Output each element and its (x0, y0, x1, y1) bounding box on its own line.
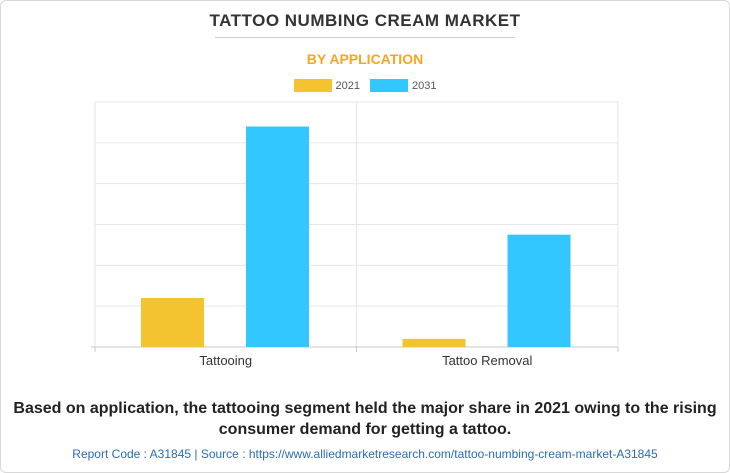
chart-title: TATTOO NUMBING CREAM MARKET (209, 11, 521, 30)
legend-label-2031: 2031 (412, 79, 437, 92)
x-tick-label: Tattoo Removal (442, 353, 532, 368)
legend-item-2031: 2031 (370, 79, 436, 92)
bar-2031-tattoo-removal (507, 234, 571, 347)
report-source-footer[interactable]: Report Code : A31845 | Source : https://… (72, 447, 658, 461)
bar-2031-tattooing (246, 126, 309, 347)
bar-2021-tattooing (141, 298, 204, 347)
chart-subtitle: BY APPLICATION (306, 51, 424, 67)
legend-label-2021: 2021 (335, 79, 360, 92)
bar-chart: Tattooing Tattoo Removal (91, 101, 619, 368)
x-tick-label: Tattooing (199, 353, 252, 368)
title-divider (215, 37, 515, 38)
legend-swatch-2031 (370, 79, 408, 92)
legend: 2021 2031 (0, 79, 730, 92)
legend-swatch-2021 (293, 79, 332, 92)
bar-2021-tattoo-removal (402, 338, 466, 347)
chart-caption: Based on application, the tattooing segm… (13, 400, 717, 438)
legend-item-2021: 2021 (293, 79, 360, 92)
